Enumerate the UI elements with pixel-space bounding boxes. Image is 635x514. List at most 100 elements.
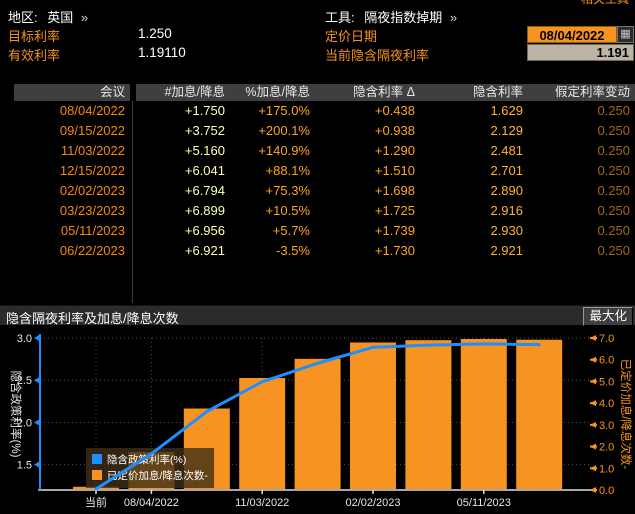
pricing-date-input[interactable]: 08/04/2022 bbox=[527, 26, 617, 43]
table-cell: +0.438 bbox=[374, 103, 415, 118]
effective-rate-label: 有效利率 bbox=[8, 48, 61, 63]
table-cell: 08/04/2022 bbox=[59, 103, 125, 118]
table-cell: +6.899 bbox=[184, 203, 225, 218]
target-rate-label: 目标利率 bbox=[8, 29, 61, 44]
table-cell: 0.250 bbox=[597, 203, 630, 218]
tool-label: 工具: bbox=[325, 10, 355, 25]
table-row[interactable]: 03/23/2023 +6.899 +10.5% +1.725 2.916 0.250 bbox=[0, 201, 635, 221]
table-cell: +88.1% bbox=[265, 163, 310, 178]
bar-05/11/2023 bbox=[460, 338, 507, 490]
table-row[interactable]: 02/02/2023 +6.794 +75.3% +1.698 2.890 0.250 bbox=[0, 181, 635, 201]
table-cell: 2.890 bbox=[490, 183, 523, 198]
table-row[interactable]: 11/03/2022 +5.160 +140.9% +1.290 2.481 0.250 bbox=[0, 141, 635, 161]
table-cell: -3.5% bbox=[276, 243, 310, 258]
chart-header-bar: 隐含隔夜利率及加息/降息次数 最大化 bbox=[0, 305, 635, 326]
svg-text:6.0: 6.0 bbox=[599, 355, 614, 367]
table-row[interactable]: 06/22/2023 +6.921 -3.5% +1.730 2.921 0.250 bbox=[0, 241, 635, 261]
effective-rate-value: 1.19110 bbox=[138, 45, 186, 60]
table-cell: 2.701 bbox=[490, 163, 523, 178]
x-axis-label: 02/02/2023 bbox=[345, 497, 400, 509]
table-cell: +140.9% bbox=[258, 143, 310, 158]
table-cell: +6.794 bbox=[184, 183, 225, 198]
col-header-meeting: 会议 bbox=[14, 84, 130, 101]
table-cell: +1.750 bbox=[184, 103, 225, 118]
table-column-divider bbox=[132, 101, 133, 303]
svg-text:1.0: 1.0 bbox=[599, 463, 614, 475]
table-cell: +1.725 bbox=[374, 203, 415, 218]
svg-text:4.0: 4.0 bbox=[599, 398, 614, 410]
target-rate-value: 1.250 bbox=[138, 26, 172, 41]
region-value: 英国 bbox=[47, 10, 74, 25]
table-cell: 2.481 bbox=[490, 143, 523, 158]
table-cell: 0.250 bbox=[597, 163, 630, 178]
region-label: 地区: bbox=[8, 10, 38, 25]
x-axis-label: 当前 bbox=[85, 495, 107, 509]
table-cell: +175.0% bbox=[258, 103, 310, 118]
table-cell: 06/22/2023 bbox=[59, 243, 125, 258]
svg-text:7.0: 7.0 bbox=[599, 333, 614, 345]
bar-06/22/2023 bbox=[516, 339, 563, 490]
svg-text:2.0: 2.0 bbox=[17, 417, 32, 429]
table-cell: 1.629 bbox=[490, 103, 523, 118]
table-cell: +1.290 bbox=[374, 143, 415, 158]
table-cell: 0.250 bbox=[597, 183, 630, 198]
bar-02/02/2023 bbox=[350, 342, 396, 490]
region-selector[interactable]: 地区: 英国 » bbox=[8, 7, 88, 26]
table-row[interactable]: 12/15/2022 +6.041 +88.1% +1.510 2.701 0.250 bbox=[0, 161, 635, 181]
svg-text:2.0: 2.0 bbox=[599, 442, 614, 454]
table-cell: +6.041 bbox=[184, 163, 225, 178]
col-header-implied-delta: 隐含利率 Δ bbox=[315, 84, 420, 101]
table-row[interactable]: 08/04/2022 +1.750 +175.0% +0.438 1.629 0.250 bbox=[0, 101, 635, 121]
col-header-hikes: #加息/降息 bbox=[136, 84, 230, 101]
region-expand-icon[interactable]: » bbox=[80, 10, 89, 25]
table-cell: 03/23/2023 bbox=[59, 203, 125, 218]
col-header-pct: %加息/降息 bbox=[230, 84, 315, 101]
table-corner-cell bbox=[0, 84, 14, 101]
rate-chart: 1.5 2.0 2.5 3.0 0.0 1.0 2.0 3.0 4.0 5.0 6.0 7.0 当前 08… bbox=[9, 333, 633, 509]
svg-text:5.0: 5.0 bbox=[599, 376, 614, 388]
table-cell: 11/03/2022 bbox=[60, 143, 125, 158]
table-cell: 2.129 bbox=[490, 123, 523, 138]
table-cell: 12/15/2022 bbox=[59, 163, 125, 178]
legend-item-label: 隐含政策利率(%) bbox=[107, 453, 186, 466]
table-cell: 0.250 bbox=[597, 103, 630, 118]
table-row[interactable]: 05/11/2023 +6.956 +5.7% +1.739 2.930 0.250 bbox=[0, 221, 635, 241]
right-axis-title: 已定价加息/降息次数- bbox=[619, 359, 633, 470]
calendar-icon[interactable]: ▦ bbox=[617, 26, 634, 43]
clipped-toolbar-text: 相关工具 bbox=[581, 0, 629, 5]
svg-text:2.5: 2.5 bbox=[17, 375, 32, 387]
legend-item-label: 已定价加息/降息次数- bbox=[107, 469, 208, 482]
table-cell: +1.739 bbox=[374, 223, 415, 238]
table-cell: +200.1% bbox=[258, 123, 310, 138]
tool-selector[interactable]: 工具: 隔夜指数掉期 » bbox=[325, 7, 457, 26]
svg-text:1.5: 1.5 bbox=[17, 460, 32, 472]
column-gap bbox=[130, 84, 136, 101]
tool-expand-icon[interactable]: » bbox=[449, 10, 458, 25]
table-cell: +1.698 bbox=[374, 183, 415, 198]
maximize-button[interactable]: 最大化 bbox=[583, 307, 633, 326]
current-implied-label: 当前隐含隔夜利率 bbox=[325, 48, 430, 63]
table-cell: +75.3% bbox=[265, 183, 310, 198]
table-header-row: 会议 #加息/降息 %加息/降息 隐含利率 Δ 隐含利率 假定利率变动 bbox=[0, 84, 635, 101]
bar-03/23/2023 bbox=[405, 340, 452, 490]
x-axis-label: 05/11/2023 bbox=[457, 497, 511, 509]
table-cell: 2.921 bbox=[490, 243, 523, 258]
table-cell: 2.916 bbox=[490, 203, 523, 218]
table-cell: +6.956 bbox=[184, 223, 225, 238]
table-cell: 05/11/2023 bbox=[60, 223, 125, 238]
table-cell: +1.510 bbox=[374, 163, 415, 178]
table-cell: +1.730 bbox=[374, 243, 415, 258]
svg-text:3.0: 3.0 bbox=[17, 333, 32, 345]
table-cell: 0.250 bbox=[597, 123, 630, 138]
table-cell: +0.938 bbox=[374, 123, 415, 138]
table-cell: +5.160 bbox=[184, 143, 225, 158]
table-body: 08/04/2022 +1.750 +175.0% +0.438 1.629 0.250 0… bbox=[0, 101, 635, 261]
table-cell: 0.250 bbox=[597, 223, 630, 238]
svg-text:0.0: 0.0 bbox=[599, 485, 614, 497]
table-row[interactable]: 09/15/2022 +3.752 +200.1% +0.938 2.129 0.250 bbox=[0, 121, 635, 141]
x-axis-label: 11/03/2022 bbox=[235, 497, 289, 509]
table-cell: 2.930 bbox=[490, 223, 523, 238]
table-cell: 09/15/2022 bbox=[59, 123, 125, 138]
tool-value: 隔夜指数掉期 bbox=[364, 10, 443, 25]
